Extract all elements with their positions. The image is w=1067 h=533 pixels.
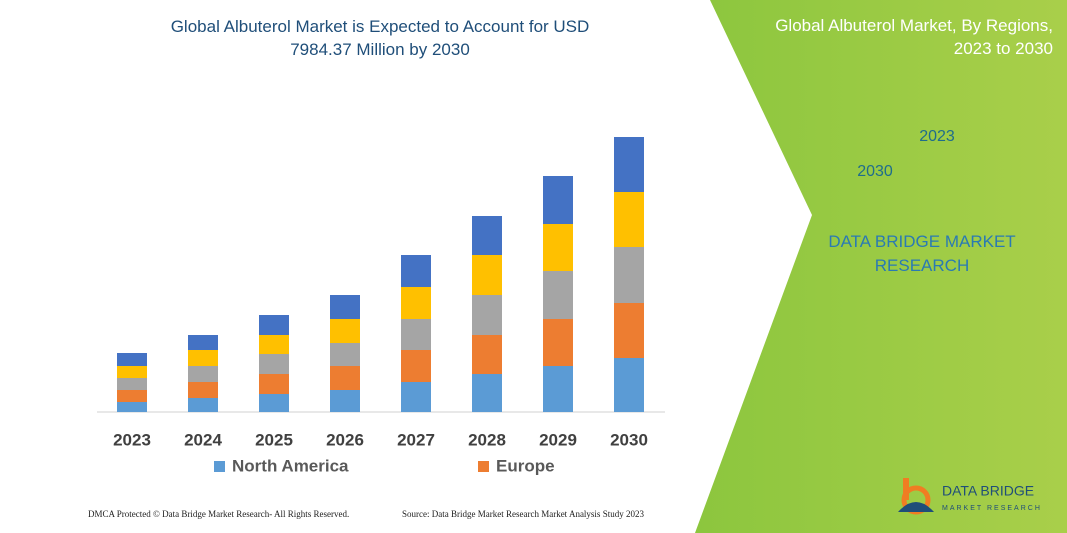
bar-segment xyxy=(543,366,573,412)
bar-segment xyxy=(188,382,218,398)
bar-segment xyxy=(401,319,431,350)
bar-segment xyxy=(188,398,218,412)
hex-label: 2023 xyxy=(919,128,955,145)
bar-segment xyxy=(472,295,502,335)
bar-segment xyxy=(259,354,289,374)
bar-segment xyxy=(614,247,644,303)
bar-segment xyxy=(330,295,360,319)
bar-segment xyxy=(188,335,218,350)
bar-segment xyxy=(472,335,502,374)
bar-segment xyxy=(472,374,502,412)
bar-segment xyxy=(543,224,573,271)
bar-segment xyxy=(614,358,644,412)
bar-segment xyxy=(259,335,289,354)
legend-label: North America xyxy=(232,456,349,475)
legend-swatch xyxy=(478,461,489,472)
x-tick-label: 2030 xyxy=(610,430,648,449)
logo-name: DATA BRIDGE xyxy=(942,483,1034,499)
bar-segment xyxy=(188,350,218,366)
bar-segment xyxy=(188,366,218,382)
bar-segment xyxy=(401,287,431,319)
bar-segment xyxy=(330,366,360,390)
legend-label: Europe xyxy=(496,456,555,475)
legend-swatch xyxy=(214,461,225,472)
x-tick-label: 2026 xyxy=(326,430,364,449)
chart-title: Global Albuterol Market is Expected to A… xyxy=(170,17,590,59)
x-tick-label: 2023 xyxy=(113,430,151,449)
bar-segment xyxy=(117,378,147,390)
bar-segment xyxy=(472,255,502,295)
bar-segment xyxy=(543,176,573,224)
hex-label: 2030 xyxy=(857,163,893,180)
panel-title: Global Albuterol Market, By Regions, 202… xyxy=(775,16,1053,58)
bar-segment xyxy=(117,390,147,402)
brand: DATA BRIDGE MARKET RESEARCH xyxy=(828,232,1016,275)
bar-segment xyxy=(117,353,147,366)
logo-icon xyxy=(898,478,934,515)
bar-segment xyxy=(259,394,289,412)
bar-segment xyxy=(330,390,360,412)
bar-segment xyxy=(543,271,573,319)
x-tick-label: 2029 xyxy=(539,430,577,449)
bar-segment xyxy=(543,319,573,366)
green-panel xyxy=(695,0,1067,533)
footer-right: Source: Data Bridge Market Research Mark… xyxy=(402,509,644,519)
logo-tagline: MARKET RESEARCH xyxy=(942,505,1042,512)
bar-segment xyxy=(614,137,644,192)
bar-segment xyxy=(117,402,147,412)
bar-segment xyxy=(614,192,644,247)
bar-segment xyxy=(401,350,431,382)
x-tick-label: 2027 xyxy=(397,430,435,449)
bar-segment xyxy=(259,315,289,335)
bar-segment xyxy=(330,319,360,343)
bar-segment xyxy=(330,343,360,366)
bar-segment xyxy=(401,255,431,287)
footer-left: DMCA Protected © Data Bridge Market Rese… xyxy=(88,509,349,519)
x-tick-label: 2028 xyxy=(468,430,506,449)
x-tick-label: 2025 xyxy=(255,430,293,449)
x-tick-label: 2024 xyxy=(184,430,222,449)
bar-segment xyxy=(472,216,502,255)
bar-segment xyxy=(259,374,289,394)
bar-segment xyxy=(117,366,147,378)
bar-segment xyxy=(401,382,431,412)
bar-segment xyxy=(614,303,644,358)
